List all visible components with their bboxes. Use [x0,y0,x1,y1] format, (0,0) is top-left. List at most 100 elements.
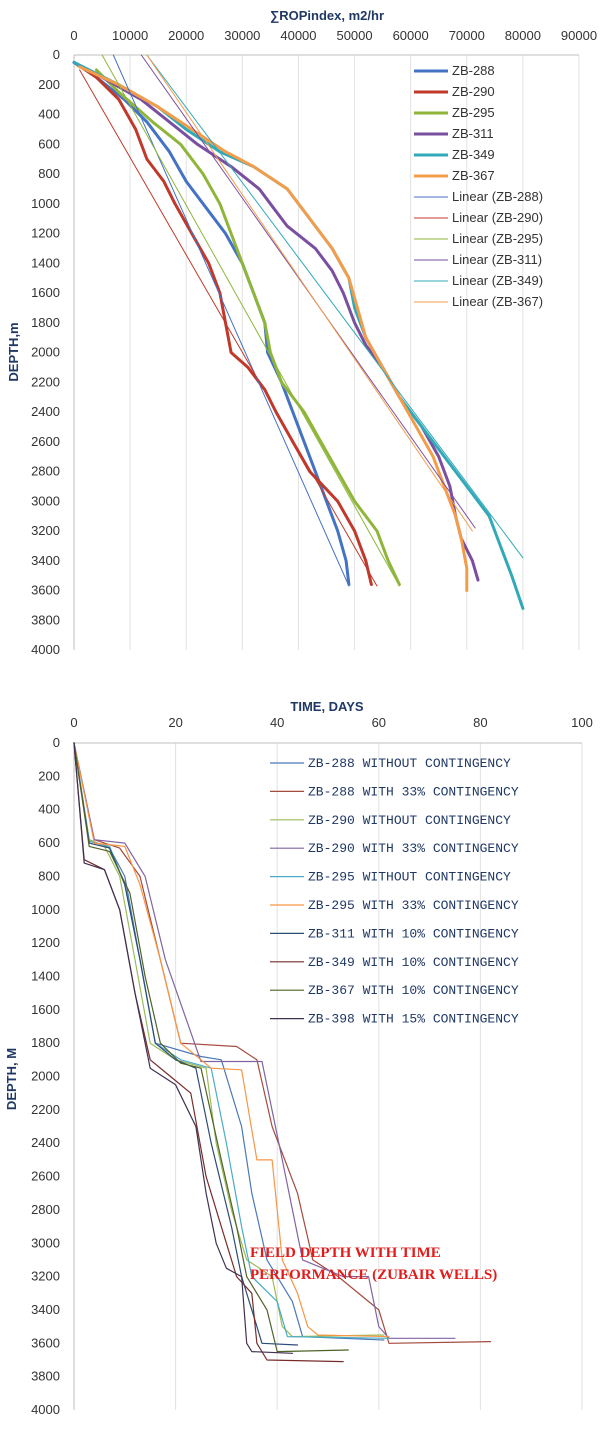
chart1-x-tick: 10000 [112,28,148,43]
chart2-y-tick: 4000 [31,1402,60,1417]
chart1-x-tick: 60000 [393,28,429,43]
chart2-y-tick: 1400 [31,968,60,983]
chart1-y-tick: 2600 [31,434,60,449]
chart1-x-tick: 50000 [336,28,372,43]
chart1-y-tick: 2200 [31,374,60,389]
chart1-legend-label: ZB-311 [452,126,494,141]
chart1-y-tick: 0 [53,47,60,62]
time-depth-chart: TIME, DAYS 0 20 40 60 80 100 0 200 400 600 800 100… [4,699,593,1417]
chart2-x-tick: 100 [571,715,593,730]
chart2-legend-label: ZB-349 WITH 10% CONTINGENCY [308,955,519,970]
chart2-y-tick: 2600 [31,1169,60,1184]
chart1-x-axis-title: ∑ROPindex, m2/hr [270,8,384,23]
chart2-y-tick-labels: 0 200 400 600 800 1000 1200 1400 1600 1800 2000 220… [31,735,60,1417]
chart1-legend-label: ZB-290 [452,84,495,99]
chart1-y-tick: 3800 [31,612,60,627]
chart1-y-tick: 2800 [31,464,60,479]
chart2-legend-label: ZB-290 WITHOUT CONTINGENCY [308,813,511,828]
chart1-series-line-6 [78,65,469,592]
chart2-x-tick: 40 [270,715,284,730]
chart2-y-tick: 0 [53,735,60,750]
chart1-series-line-8 [79,69,378,587]
chart1-series-line-5 [72,60,525,610]
chart1-legend-label: Linear (ZB-367) [452,294,543,309]
chart2-y-tick: 2800 [31,1202,60,1217]
chart2-series-line-9 [73,742,349,1353]
chart2-y-tick: 1800 [31,1035,60,1050]
chart1-legend: ZB-288 ZB-290 ZB-295 ZB-311 ZB-349 ZB-367 Line… [414,63,543,309]
chart2-y-tick: 1200 [31,935,60,950]
chart2-y-tick: 600 [38,835,60,850]
chart2-legend-label: ZB-398 WITH 15% CONTINGENCY [308,1012,519,1027]
chart2-x-axis-title: TIME, DAYS [290,699,364,714]
chart2-y-tick: 1600 [31,1002,60,1017]
chart2-y-tick: 3000 [31,1235,60,1250]
chart2-y-tick: 800 [38,868,60,883]
chart1-y-tick: 3000 [31,493,60,508]
chart1-series-line-3 [94,68,401,586]
chart1-x-tick: 70000 [449,28,485,43]
chart2-y-tick: 3800 [31,1369,60,1384]
chart1-y-tick: 1400 [31,255,60,270]
chart1-series-line-11 [146,54,524,559]
chart1-legend-label: Linear (ZB-349) [452,273,543,288]
chart2-y-tick: 200 [38,768,60,783]
chart1-series-line-7 [112,54,350,587]
chart1-y-tick: 4000 [31,642,60,657]
chart2-y-tick: 2200 [31,1102,60,1117]
chart1-y-tick: 1600 [31,285,60,300]
chart1-legend-label: ZB-288 [452,63,495,78]
chart1-y-axis-title: DEPTH,m [6,322,21,381]
chart1-series-line-12 [146,54,473,532]
chart1-y-tick: 200 [38,77,60,92]
chart1-y-tick: 3600 [31,583,60,598]
chart2-series-line-4 [73,742,456,1339]
chart1-x-tick: 30000 [224,28,260,43]
chart1-x-tick: 40000 [280,28,316,43]
chart1-legend-label: Linear (ZB-290) [452,210,543,225]
ropindex-depth-chart: ∑ROPindex, m2/hr 0 10000 20000 30000 40000 50… [6,8,597,657]
chart2-legend-label: ZB-288 WITH 33% CONTINGENCY [308,784,519,799]
chart1-y-tick: 800 [38,166,60,181]
chart2-x-tick: 80 [473,715,487,730]
chart2-y-axis-title: DEPTH, M [4,1048,19,1110]
chart2-series-line-6 [73,742,390,1338]
chart2-y-tick: 3200 [31,1269,60,1284]
chart2-y-tick: 3600 [31,1335,60,1350]
chart1-legend-label: Linear (ZB-295) [452,231,543,246]
chart1-y-tick: 1200 [31,226,60,241]
chart1-legend-label: ZB-349 [452,147,495,162]
chart1-series-lines [72,54,525,610]
chart1-y-tick: 600 [38,136,60,151]
chart2-series-lines [73,742,492,1363]
chart2-x-tick: 60 [372,715,386,730]
chart1-y-tick-labels: 0 200 400 600 800 1000 1200 1400 1600 1800 2000 220… [31,47,60,657]
chart1-legend-label: ZB-295 [452,105,495,120]
chart2-legend-label: ZB-311 WITH 10% CONTINGENCY [308,926,519,941]
chart2-x-tick-labels: 0 20 40 60 80 100 [70,715,592,730]
chart2-legend-label: ZB-290 WITH 33% CONTINGENCY [308,841,519,856]
chart2-y-tick: 1000 [31,902,60,917]
chart2-series-line-3 [73,742,385,1338]
chart1-y-tick: 2400 [31,404,60,419]
chart1-legend-label: Linear (ZB-288) [452,189,543,204]
chart1-x-tick: 90000 [561,28,597,43]
chart2-series-line-2 [73,742,492,1344]
chart1-x-tick: 20000 [168,28,204,43]
chart1-x-tick: 80000 [505,28,541,43]
chart2-y-tick: 2000 [31,1069,60,1084]
chart1-legend-label: Linear (ZB-311) [452,252,542,267]
chart2-legend-label: ZB-367 WITH 10% CONTINGENCY [308,983,519,998]
chart2-annotation: FIELD DEPTH WITH TIME PERFORMANCE (ZUBAIR… [250,1245,497,1283]
chart1-y-tick: 1800 [31,315,60,330]
chart1-series-line-9 [101,54,400,587]
chart2-series-line-10 [73,742,293,1354]
chart1-gridlines [73,54,580,650]
chart2-legend: ZB-288 WITHOUT CONTINGENCY ZB-288 WITH 33… [270,756,519,1027]
chart1-y-tick: 2000 [31,345,60,360]
chart2-legend-label: ZB-295 WITH 33% CONTINGENCY [308,898,519,913]
chart2-legend-label: ZB-295 WITHOUT CONTINGENCY [308,870,511,885]
chart2-x-tick: 20 [168,715,182,730]
chart1-legend-label: ZB-367 [452,168,495,183]
chart2-y-tick: 400 [38,802,60,817]
